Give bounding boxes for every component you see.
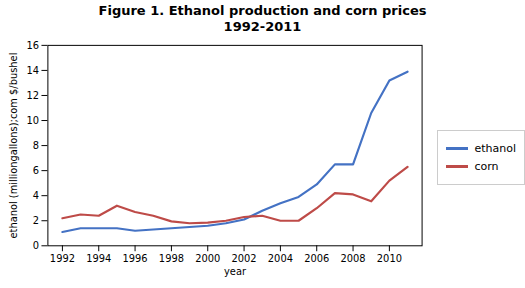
html-text:1992-2011: 1992-2011: [223, 19, 302, 34]
svg-text:2008: 2008: [341, 253, 366, 264]
html-text:corn: corn: [474, 160, 499, 174]
svg-text:year: year: [224, 266, 247, 277]
svg-text:2006: 2006: [304, 253, 329, 264]
svg-text:2004: 2004: [268, 253, 293, 264]
svg-text:2000: 2000: [195, 253, 220, 264]
svg-text:2002: 2002: [232, 253, 257, 264]
html-text:Figure 1. Ethanol production a: Figure 1. Ethanol production and corn pr…: [98, 3, 427, 18]
svg-text:ethanol (milliongallons);com $: ethanol (milliongallons);com $/bushel: [8, 53, 19, 239]
svg-text:0: 0: [33, 240, 39, 251]
svg-text:1992: 1992: [50, 253, 75, 264]
svg-text:8: 8: [33, 140, 39, 151]
svg-text:1998: 1998: [159, 253, 184, 264]
svg-text:10: 10: [26, 115, 39, 126]
html-text:ethanol: ethanol: [474, 142, 516, 156]
svg-text:1996: 1996: [123, 253, 148, 264]
svg-text:1994: 1994: [86, 253, 111, 264]
svg-text:14: 14: [26, 65, 39, 76]
svg-text:12: 12: [26, 90, 39, 101]
svg-text:2010: 2010: [377, 253, 402, 264]
svg-text:16: 16: [26, 40, 39, 51]
svg-text:2: 2: [33, 215, 39, 226]
svg-text:4: 4: [33, 190, 39, 201]
svg-text:6: 6: [33, 165, 39, 176]
